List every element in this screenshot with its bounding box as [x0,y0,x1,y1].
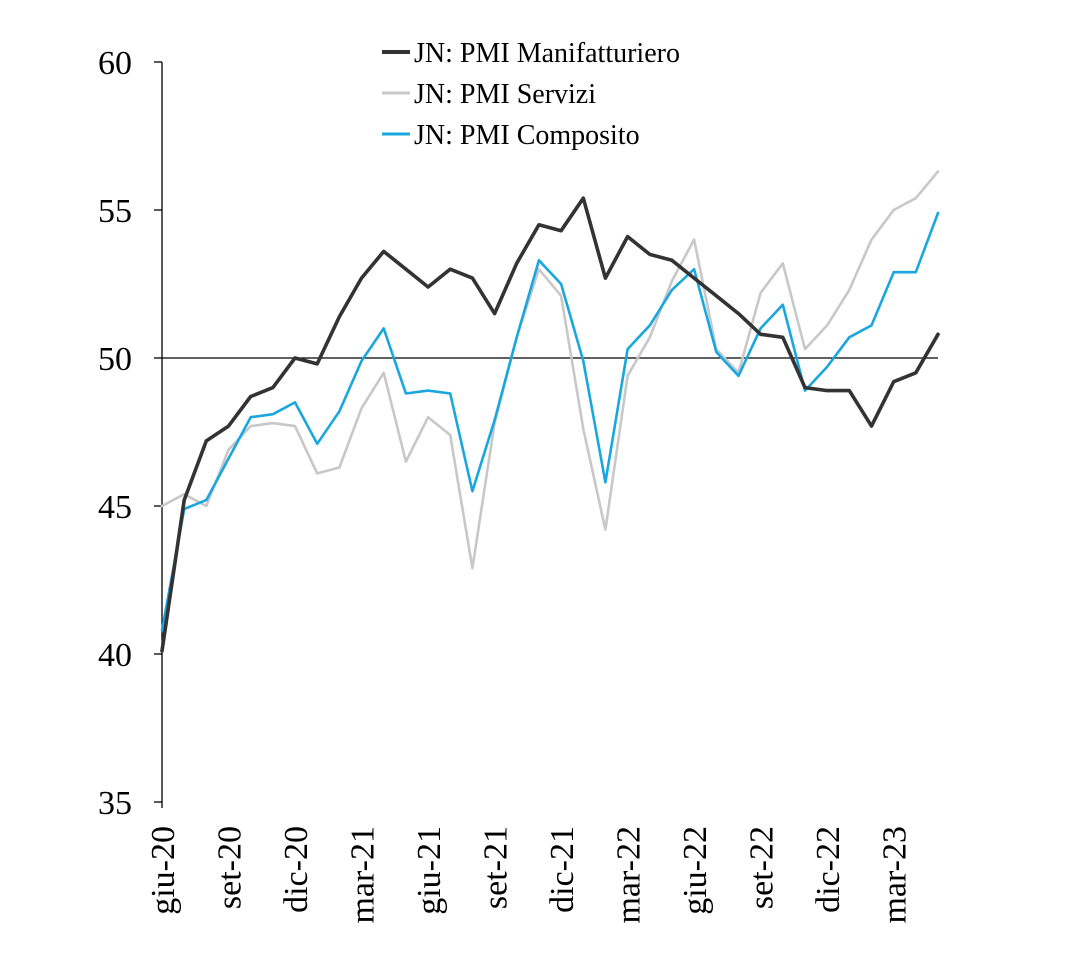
x-tick-label: giu-22 [677,826,714,915]
y-tick-label: 40 [98,637,132,674]
x-tick-label: dic-22 [810,826,847,913]
y-tick-label: 35 [98,785,132,822]
series-line-1 [160,170,940,570]
y-tick-label: 50 [98,341,132,378]
x-tick-label: mar-22 [611,826,648,924]
x-tick-label: set-21 [478,826,515,909]
series-layer [160,170,940,653]
x-tick-label: mar-21 [345,826,382,924]
y-axis: 35 40 45 50 55 60 [98,45,163,822]
x-tick-label: set-20 [212,826,249,909]
legend-label-1: JN: PMI Servizi [414,79,596,110]
x-tick-label: dic-21 [544,826,581,913]
x-tick-label: giu-21 [411,826,448,915]
y-tick-label: 45 [98,489,132,526]
x-tick-label: dic-20 [278,826,315,913]
y-tick-label: 60 [98,45,132,82]
x-tick-label: giu-20 [145,826,182,915]
x-axis: giu-20 set-20 dic-20 mar-21 giu-21 set-21 dic-… [145,802,914,924]
legend-label-0: JN: PMI Manifatturiero [414,38,680,69]
y-tick-label: 55 [98,193,132,230]
legend: JN: PMI Manifatturiero JN: PMI Servizi JN:… [382,38,680,151]
x-tick-label: set-22 [744,826,781,909]
series-line-0 [160,196,940,653]
legend-label-2: JN: PMI Composito [414,120,640,151]
x-tick-label: mar-23 [877,826,914,924]
series-line-2 [160,211,940,632]
